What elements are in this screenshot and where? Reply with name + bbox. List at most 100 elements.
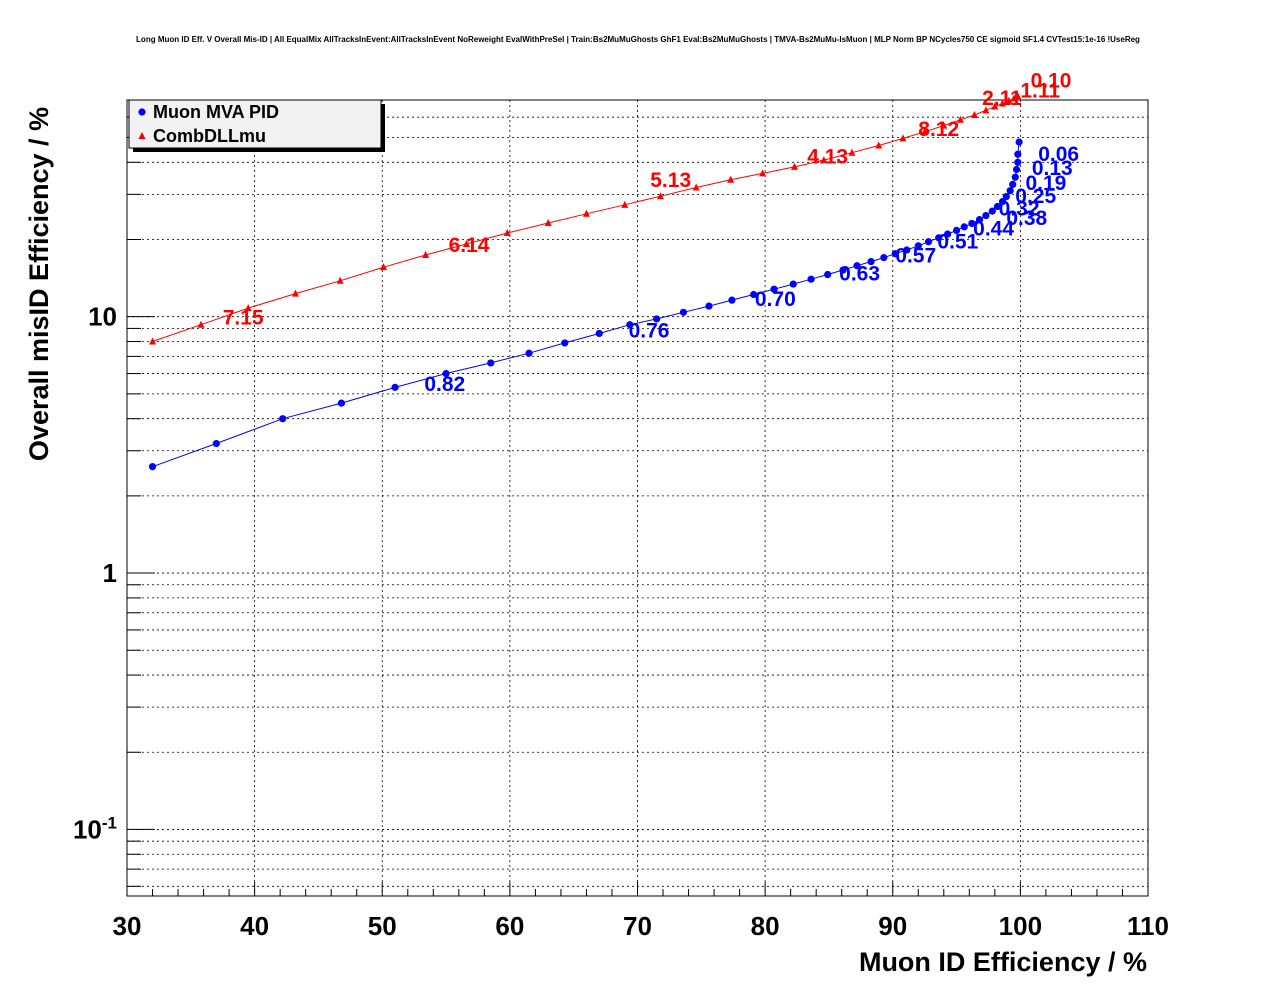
data-point	[807, 275, 815, 283]
data-point	[291, 289, 299, 297]
data-label: 0.82	[424, 373, 465, 396]
data-point	[789, 280, 797, 288]
data-label: 0.06	[1038, 143, 1079, 166]
data-label: 0.10	[1031, 70, 1072, 93]
series-1: 0.82 0.76 0.70 0.63 0.570.510.440.380.320.25…	[148, 138, 1079, 471]
x-tick-label: 70	[623, 911, 652, 941]
series-layer: 0.82 0.76 0.70 0.63 0.570.510.440.380.320.25…	[148, 70, 1079, 471]
legend-entry: Muon MVA PID	[153, 102, 279, 122]
data-point	[391, 383, 399, 391]
data-label: 0.25	[1015, 185, 1056, 208]
data-point	[462, 240, 470, 248]
data-point	[582, 209, 590, 217]
y-tick-label: 10-1	[73, 813, 117, 844]
legend: Muon MVA PID CombDLLmu	[128, 99, 385, 152]
data-label: 8.12	[918, 118, 959, 141]
x-tick-label: 110	[1127, 911, 1169, 941]
data-label: 0.57	[895, 244, 936, 267]
data-label: 1.11	[1020, 79, 1060, 102]
data-point	[970, 110, 978, 118]
data-point	[956, 115, 964, 123]
legend-entry: CombDLLmu	[153, 126, 266, 146]
data-point	[944, 230, 952, 238]
data-point	[149, 337, 157, 345]
data-point	[1014, 158, 1022, 166]
data-point	[679, 308, 688, 316]
data-point	[728, 296, 736, 304]
data-point	[914, 242, 922, 250]
data-label: 5.13	[650, 169, 691, 192]
data-point	[790, 162, 798, 170]
data-point	[824, 270, 832, 279]
data-point	[727, 175, 735, 183]
data-point	[197, 320, 205, 328]
data-point	[621, 200, 629, 208]
data-point	[1006, 187, 1014, 195]
data-point	[759, 169, 767, 177]
data-point	[750, 290, 758, 299]
data-label: 6.14	[449, 234, 490, 257]
data-label: 0.38	[1006, 207, 1047, 230]
data-label: 0.63	[839, 262, 880, 285]
data-point	[212, 439, 220, 448]
data-point	[982, 211, 990, 220]
x-axis-label: Muon ID Efficiency / %	[859, 947, 1147, 977]
legend-box	[128, 99, 382, 149]
data-point	[544, 218, 552, 226]
data-point	[653, 315, 661, 323]
data-point	[903, 246, 911, 254]
data-point	[656, 192, 664, 200]
data-point	[952, 226, 961, 235]
data-point	[503, 229, 511, 237]
data-point	[935, 234, 943, 242]
data-point	[940, 121, 948, 129]
data-point	[968, 219, 976, 228]
data-point	[975, 216, 984, 224]
data-point	[999, 99, 1007, 107]
data-point	[380, 263, 388, 271]
data-label: 0.19	[1025, 172, 1066, 195]
data-point	[692, 183, 700, 191]
data-point	[899, 134, 907, 142]
data-point	[982, 106, 990, 114]
y-tick-label: 10	[88, 302, 117, 332]
data-label: 7.15	[223, 307, 264, 330]
data-point	[1010, 94, 1018, 102]
data-point	[1014, 92, 1022, 100]
x-tick-label: 100	[999, 911, 1042, 941]
data-point	[626, 321, 634, 329]
data-point	[875, 141, 883, 149]
data-point	[1005, 96, 1013, 104]
x-tick-label: 60	[495, 911, 524, 941]
data-point	[839, 266, 847, 274]
data-point	[244, 304, 252, 312]
data-point	[1015, 138, 1023, 146]
data-point	[337, 399, 346, 407]
data-point	[848, 148, 856, 156]
data-point	[442, 369, 450, 378]
data-point	[993, 202, 1002, 211]
data-point	[991, 102, 999, 110]
data-point	[960, 223, 968, 231]
x-tick-label: 50	[368, 911, 397, 941]
data-point	[1002, 192, 1010, 201]
data-point	[336, 276, 344, 284]
data-label: 0.51	[937, 231, 978, 254]
data-label: 0.32	[999, 198, 1040, 221]
data-point	[1014, 150, 1022, 158]
data-label: 0.76	[629, 320, 670, 343]
y-axis-label: Overall misID Efficiency / %	[24, 107, 54, 461]
data-label: 2.11	[982, 87, 1022, 110]
data-point	[561, 339, 569, 347]
data-label: 0.44	[973, 217, 1014, 240]
grid	[127, 100, 1148, 896]
data-point	[880, 253, 888, 262]
data-point	[891, 250, 899, 258]
chart-title: Long Muon ID Eff. V Overall Mis-ID | All…	[136, 35, 1140, 44]
series-2: 7.15 6.14 5.13 4.13 8.12 2.111.110.10	[149, 70, 1071, 345]
data-point	[1011, 173, 1019, 181]
data-point	[1012, 165, 1021, 174]
x-tick-label: 90	[878, 911, 907, 941]
